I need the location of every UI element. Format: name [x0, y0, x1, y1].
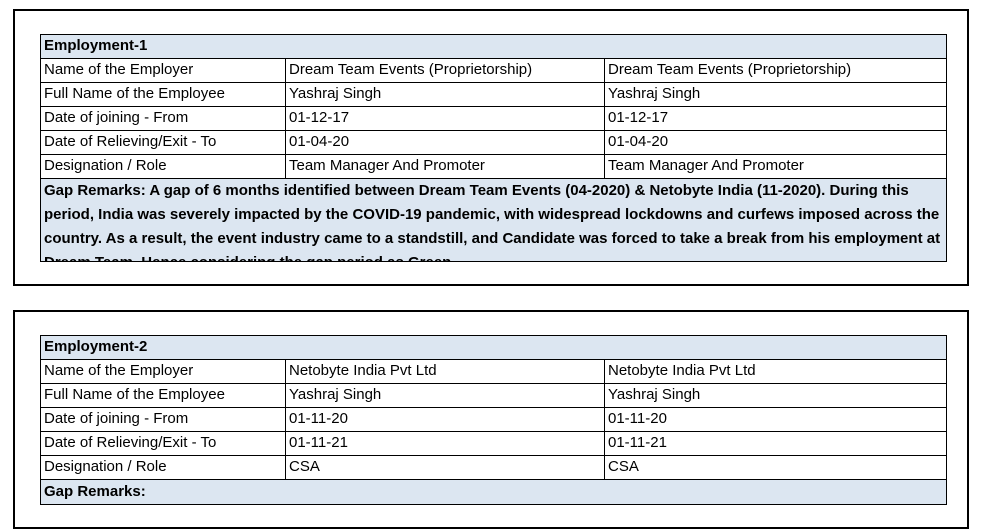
field-label: Date of Relieving/Exit - To [40, 130, 286, 155]
field-value: Yashraj Singh [604, 82, 947, 107]
field-value: Yashraj Singh [604, 383, 947, 408]
employment-box [13, 310, 969, 529]
field-value: Dream Team Events (Proprietorship) [604, 58, 947, 83]
gap-remarks: Gap Remarks: [40, 479, 947, 505]
field-value: 01-11-21 [604, 431, 947, 456]
field-value: CSA [604, 455, 947, 480]
field-value: Yashraj Singh [285, 82, 605, 107]
field-label: Name of the Employer [40, 359, 286, 384]
field-label: Name of the Employer [40, 58, 286, 83]
field-label: Date of Relieving/Exit - To [40, 431, 286, 456]
field-label: Designation / Role [40, 455, 286, 480]
field-value: 01-11-20 [604, 407, 947, 432]
field-value: 01-11-21 [285, 431, 605, 456]
field-value: 01-11-20 [285, 407, 605, 432]
field-label: Full Name of the Employee [40, 383, 286, 408]
field-label: Date of joining - From [40, 106, 286, 131]
field-label: Designation / Role [40, 154, 286, 179]
field-label: Full Name of the Employee [40, 82, 286, 107]
field-value: 01-04-20 [604, 130, 947, 155]
employment-box [13, 9, 969, 286]
field-value: Netobyte India Pvt Ltd [604, 359, 947, 384]
field-value: Dream Team Events (Proprietorship) [285, 58, 605, 83]
gap-remarks: Gap Remarks: A gap of 6 months identifie… [40, 178, 947, 262]
field-value: 01-04-20 [285, 130, 605, 155]
field-value: 01-12-17 [604, 106, 947, 131]
field-value: Netobyte India Pvt Ltd [285, 359, 605, 384]
section-title: Employment-1 [40, 34, 947, 59]
field-value: Team Manager And Promoter [604, 154, 947, 179]
field-value: Yashraj Singh [285, 383, 605, 408]
section-title: Employment-2 [40, 335, 947, 360]
field-value: CSA [285, 455, 605, 480]
field-value: 01-12-17 [285, 106, 605, 131]
field-label: Date of joining - From [40, 407, 286, 432]
field-value: Team Manager And Promoter [285, 154, 605, 179]
